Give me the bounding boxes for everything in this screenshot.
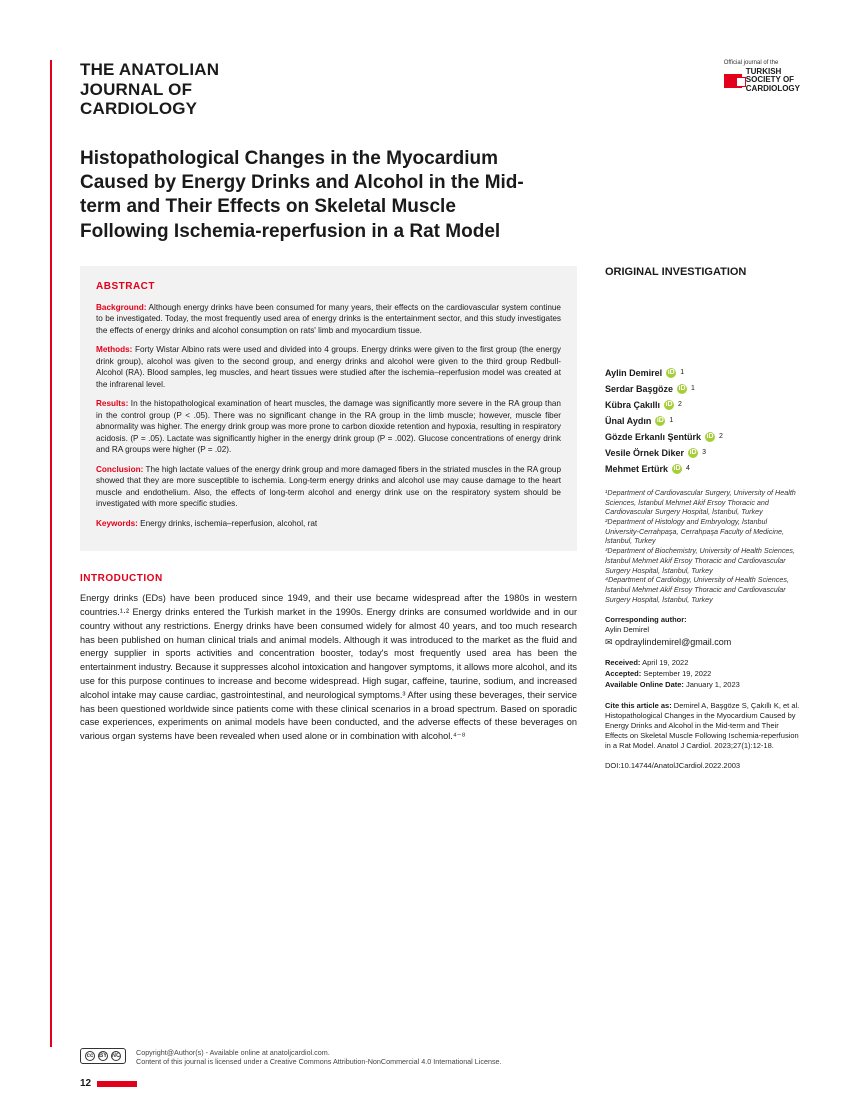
keywords-text: Energy drinks, ischemia–reperfusion, alc… — [138, 519, 317, 528]
footer: cc BY NC Copyright@Author(s) - Available… — [80, 1048, 800, 1067]
cc-badge-icon: cc BY NC — [80, 1048, 126, 1064]
footer-line: Copyright@Author(s) - Available online a… — [136, 1048, 502, 1058]
society-top: Official journal of the — [724, 60, 800, 66]
conclusion-text: The high lactate values of the energy dr… — [96, 465, 561, 508]
doi: DOI:10.14744/AnatolJCardiol.2022.2003 — [605, 761, 800, 770]
author: Mehmet ErtürkiD4 — [605, 464, 800, 474]
journal-title-line: CARDIOLOGY — [80, 99, 219, 119]
author: Vesile Örnek DikeriD3 — [605, 448, 800, 458]
journal-title-line: JOURNAL OF — [80, 80, 219, 100]
right-column: ORIGINAL INVESTIGATION Aylin DemireliD1 … — [605, 266, 800, 770]
methods-label: Methods: — [96, 345, 132, 354]
orcid-icon: iD — [677, 384, 687, 394]
methods-text: Forty Wistar Albino rats were used and d… — [96, 345, 561, 388]
conclusion-label: Conclusion: — [96, 465, 143, 474]
abstract-heading: ABSTRACT — [96, 280, 561, 294]
orcid-icon: iD — [666, 368, 676, 378]
footer-line: Content of this journal is licensed unde… — [136, 1057, 502, 1067]
results-text: In the histopathological examination of … — [96, 399, 561, 454]
orcid-icon: iD — [688, 448, 698, 458]
article-title: Histopathological Changes in the Myocard… — [80, 147, 540, 244]
author-list: Aylin DemireliD1 Serdar BaşgözeiD1 Kübra… — [605, 368, 800, 474]
page-number: 12 — [80, 1078, 91, 1089]
header: THE ANATOLIAN JOURNAL OF CARDIOLOGY Offi… — [80, 60, 800, 119]
society-line: CARDIOLOGY — [746, 85, 800, 93]
journal-title-line: THE ANATOLIAN — [80, 60, 219, 80]
corr-label: Corresponding author: — [605, 615, 687, 624]
author: Kübra ÇakıllıiD2 — [605, 400, 800, 410]
affiliations: ¹Department of Cardiovascular Surgery, U… — [605, 488, 800, 605]
author: Aylin DemireliD1 — [605, 368, 800, 378]
society-logo-icon — [724, 74, 742, 88]
citation: Cite this article as: Demirel A, Başgöze… — [605, 701, 800, 752]
keywords-label: Keywords: — [96, 519, 138, 528]
corresponding-author: Corresponding author: Aylin Demirel ✉ op… — [605, 615, 800, 649]
author: Ünal AydıniD1 — [605, 416, 800, 426]
page-number-block: 12 — [80, 1078, 137, 1089]
background-text: Although energy drinks have been consume… — [96, 303, 561, 335]
corr-email: ✉ opdraylindemirel@gmail.com — [605, 637, 731, 647]
intro-heading: INTRODUCTION — [80, 573, 577, 584]
dates: Received: April 19, 2022 Accepted: Septe… — [605, 658, 800, 691]
orcid-icon: iD — [705, 432, 715, 442]
side-rule — [50, 60, 52, 1047]
page-bar-icon — [97, 1081, 137, 1087]
orcid-icon: iD — [672, 464, 682, 474]
abstract-box: ABSTRACT Background: Although energy dri… — [80, 266, 577, 551]
society-block: Official journal of the TURKISH SOCIETY … — [724, 60, 800, 93]
results-label: Results: — [96, 399, 128, 408]
section-label: ORIGINAL INVESTIGATION — [605, 266, 800, 278]
orcid-icon: iD — [664, 400, 674, 410]
background-label: Background: — [96, 303, 147, 312]
author: Gözde Erkanlı ŞentürkiD2 — [605, 432, 800, 442]
intro-body: Energy drinks (EDs) have been produced s… — [80, 592, 577, 744]
orcid-icon: iD — [655, 416, 665, 426]
journal-title: THE ANATOLIAN JOURNAL OF CARDIOLOGY — [80, 60, 219, 119]
corr-name: Aylin Demirel — [605, 625, 649, 634]
author: Serdar BaşgözeiD1 — [605, 384, 800, 394]
left-column: ABSTRACT Background: Although energy dri… — [80, 266, 577, 770]
